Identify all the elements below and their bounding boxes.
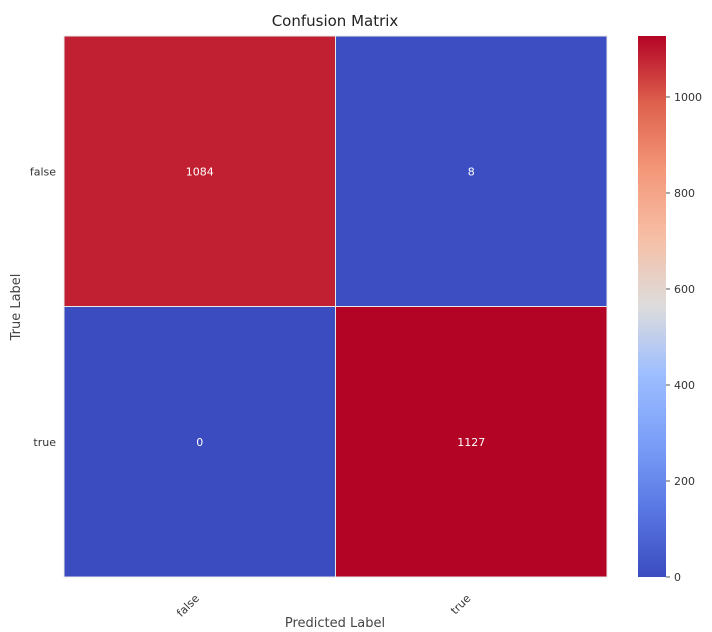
heatmap-cell-labels: 1084 8 0 1127	[186, 165, 486, 449]
heatmap-cell-false-false	[63, 35, 336, 307]
x-axis-label: Predicted Label	[285, 616, 385, 631]
colorbar-ticks: 0 200 400 600 800 1000	[666, 91, 702, 584]
colorbar-tick-label: 1000	[674, 91, 702, 104]
heatmap-cell-false-true	[335, 35, 608, 307]
x-tick-label: false	[174, 592, 202, 620]
heatmap-cell-true-false	[63, 306, 336, 578]
cell-value-label: 8	[468, 165, 475, 178]
colorbar-tick-label: 0	[674, 571, 681, 584]
y-axis-ticks: false true	[30, 165, 56, 449]
cell-value-label: 1084	[186, 165, 214, 178]
colorbar-tick-label: 400	[674, 379, 695, 392]
heatmap-cells	[63, 35, 608, 578]
heatmap-cell-true-true	[335, 306, 608, 578]
y-axis-label: True Label	[9, 274, 24, 342]
y-tick-label: true	[33, 436, 56, 449]
colorbar-tick-label: 600	[674, 283, 695, 296]
colorbar-tick-label: 800	[674, 187, 695, 200]
x-tick-label: true	[448, 592, 473, 617]
cell-value-label: 1127	[457, 436, 485, 449]
chart-title: Confusion Matrix	[272, 12, 399, 30]
cell-value-label: 0	[196, 436, 203, 449]
colorbar-gradient	[638, 36, 666, 577]
colorbar-tick-label: 200	[674, 475, 695, 488]
y-tick-label: false	[30, 165, 56, 178]
colorbar: 0 200 400 600 800 1000	[638, 36, 702, 584]
